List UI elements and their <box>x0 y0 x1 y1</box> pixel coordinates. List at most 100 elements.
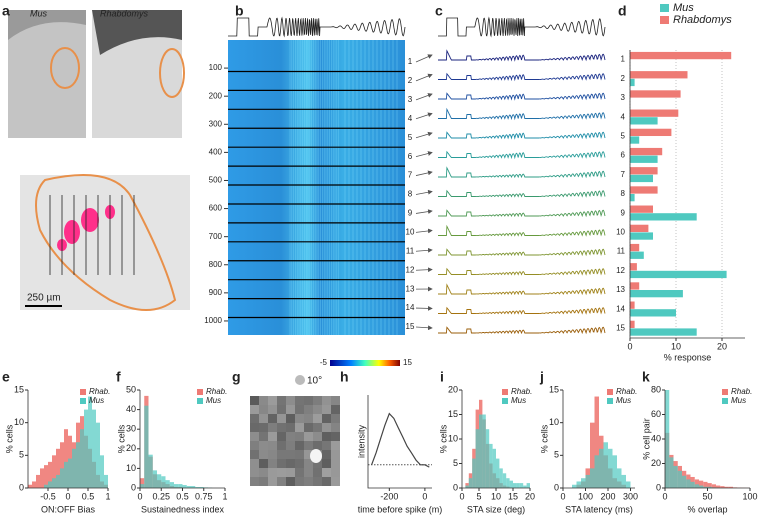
cluster-arrow <box>415 325 433 331</box>
sta-pixel <box>313 477 322 486</box>
y-tick-label: 10 <box>448 433 458 443</box>
y-tick-label: 0 <box>19 482 24 492</box>
legend-swatch <box>660 16 669 24</box>
sta-pixel <box>313 405 322 414</box>
x-tick-label: 10 <box>491 491 501 501</box>
cluster-arrow <box>415 73 433 82</box>
response-trace <box>438 92 606 101</box>
sta-pixel <box>259 414 268 423</box>
sta-pixel <box>322 423 331 432</box>
y-tick-label: 2 <box>621 74 626 83</box>
y-tick-label: 400 <box>209 147 223 156</box>
sta-pixel <box>322 396 331 405</box>
x-tick-label: -0.5 <box>40 491 56 501</box>
line <box>371 412 430 468</box>
legend-label: Rhab. <box>89 387 110 396</box>
sta-pixel <box>259 468 268 477</box>
bar <box>630 224 649 233</box>
x-tick-label: 1 <box>222 491 227 501</box>
y-tick-label: 1000 <box>204 316 222 325</box>
cluster-label: 5 <box>408 133 413 142</box>
bar <box>148 454 153 488</box>
x-tick-label: 0 <box>627 341 632 351</box>
panel-label: h <box>340 369 349 385</box>
y-tick-label: 300 <box>209 119 223 128</box>
sta-pixel <box>331 468 340 477</box>
sta-pixel <box>268 441 277 450</box>
sta-pixel <box>295 477 304 486</box>
y-tick-label: 13 <box>616 285 625 294</box>
legend-swatch <box>80 389 86 395</box>
y-axis-label: % cell pair <box>641 418 651 460</box>
bar <box>516 483 520 488</box>
y-tick-label: 7 <box>621 170 626 179</box>
legend-swatch <box>502 389 508 395</box>
x-tick-label: -200 <box>380 491 398 501</box>
bar <box>576 481 581 488</box>
bar <box>178 484 183 488</box>
sta-pixel <box>331 405 340 414</box>
sta-pixel <box>304 450 313 459</box>
bar <box>690 481 695 488</box>
bar <box>626 481 631 488</box>
cluster-label: 3 <box>408 95 413 104</box>
sta-pixel <box>250 468 259 477</box>
bar <box>68 458 72 488</box>
sta-pixel <box>295 459 304 468</box>
y-tick-label: 3 <box>621 93 626 102</box>
bar <box>630 263 637 271</box>
stimulus-trace <box>438 16 606 38</box>
cluster-label: 7 <box>408 171 413 180</box>
sta-pixel <box>268 432 277 441</box>
sta-pixel <box>331 423 340 432</box>
y-tick-label: 500 <box>209 176 223 185</box>
x-tick-label: 0 <box>560 491 565 501</box>
cluster-arrow <box>415 93 433 101</box>
bar <box>630 301 635 309</box>
tissue <box>8 22 86 139</box>
y-tick-label: 14 <box>616 304 625 313</box>
y-tick-label: 15 <box>549 384 559 394</box>
sc-outline <box>35 174 177 311</box>
species-label: Rhabdomys <box>100 8 149 18</box>
x-tick-label: 15 <box>508 491 518 501</box>
sta-pixel <box>268 450 277 459</box>
response-trace <box>438 72 606 82</box>
y-tick-label: 9 <box>621 208 626 217</box>
bar <box>92 409 96 488</box>
cluster-arrow <box>415 267 433 273</box>
response-trace <box>438 306 606 315</box>
sta-pixel <box>277 459 286 468</box>
bar <box>48 481 52 488</box>
bar <box>590 468 595 488</box>
bar <box>72 448 76 488</box>
x-tick-label: 0 <box>459 491 464 501</box>
legend-swatch <box>722 398 728 404</box>
x-tick-label: 0.25 <box>152 491 170 501</box>
bar <box>191 486 196 488</box>
bar <box>630 232 653 240</box>
bar <box>48 461 52 488</box>
bar <box>519 483 524 488</box>
y-tick-label: 100 <box>209 63 223 72</box>
sta-pixel <box>304 432 313 441</box>
heatmap <box>228 40 405 335</box>
sta-pixel <box>250 414 259 423</box>
sta-pixel <box>322 441 331 450</box>
stimulus-trace <box>228 16 406 38</box>
sta-pixel <box>331 459 340 468</box>
x-tick-label: 50 <box>702 491 712 501</box>
legend-label: Mus <box>511 396 526 405</box>
bar <box>523 485 527 488</box>
response-trace <box>438 150 606 160</box>
bar <box>52 455 56 488</box>
bar <box>472 458 476 488</box>
sta-pixel <box>322 405 331 414</box>
sta-pixel <box>277 450 286 459</box>
rf-blobs <box>57 205 115 251</box>
bar <box>630 320 635 329</box>
cluster-arrow <box>415 228 433 234</box>
cluster-arrow <box>415 131 433 139</box>
sta-pixel <box>277 396 286 405</box>
bar <box>682 475 687 488</box>
